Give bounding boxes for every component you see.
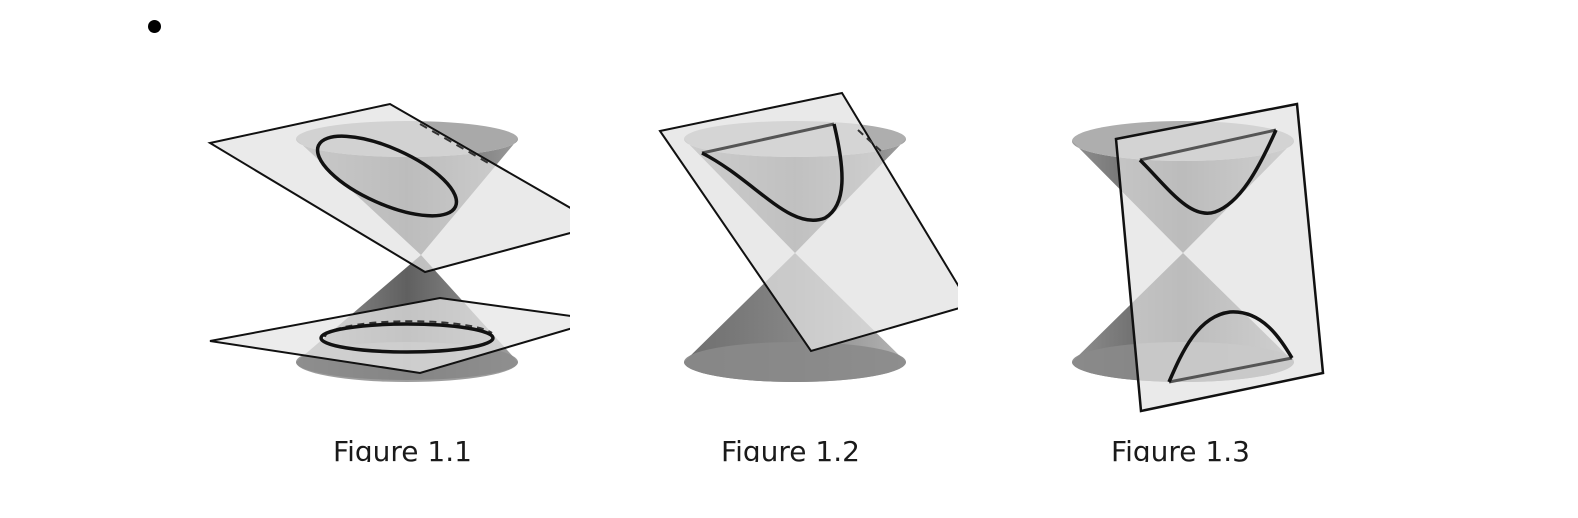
upper-hyperbola-branch xyxy=(1138,129,1278,215)
figure-1-1-caption: Figure 1.1 xyxy=(333,435,472,462)
lower-cone-base xyxy=(684,342,906,382)
bullet-point xyxy=(148,20,161,33)
lower-plane xyxy=(209,296,570,375)
cutting-plane xyxy=(658,91,958,353)
cutting-plane xyxy=(1114,102,1325,413)
upper-ellipse-curve xyxy=(315,134,459,218)
parabola-curve xyxy=(701,123,844,222)
lower-ellipse-curve xyxy=(319,322,495,354)
upper-plane xyxy=(207,102,570,274)
figure-1-2-caption: Figure 1.2 xyxy=(721,435,860,462)
figure-1-3-caption: Figure 1.3 xyxy=(1111,435,1250,462)
lower-hyperbola-branch xyxy=(1167,310,1294,383)
